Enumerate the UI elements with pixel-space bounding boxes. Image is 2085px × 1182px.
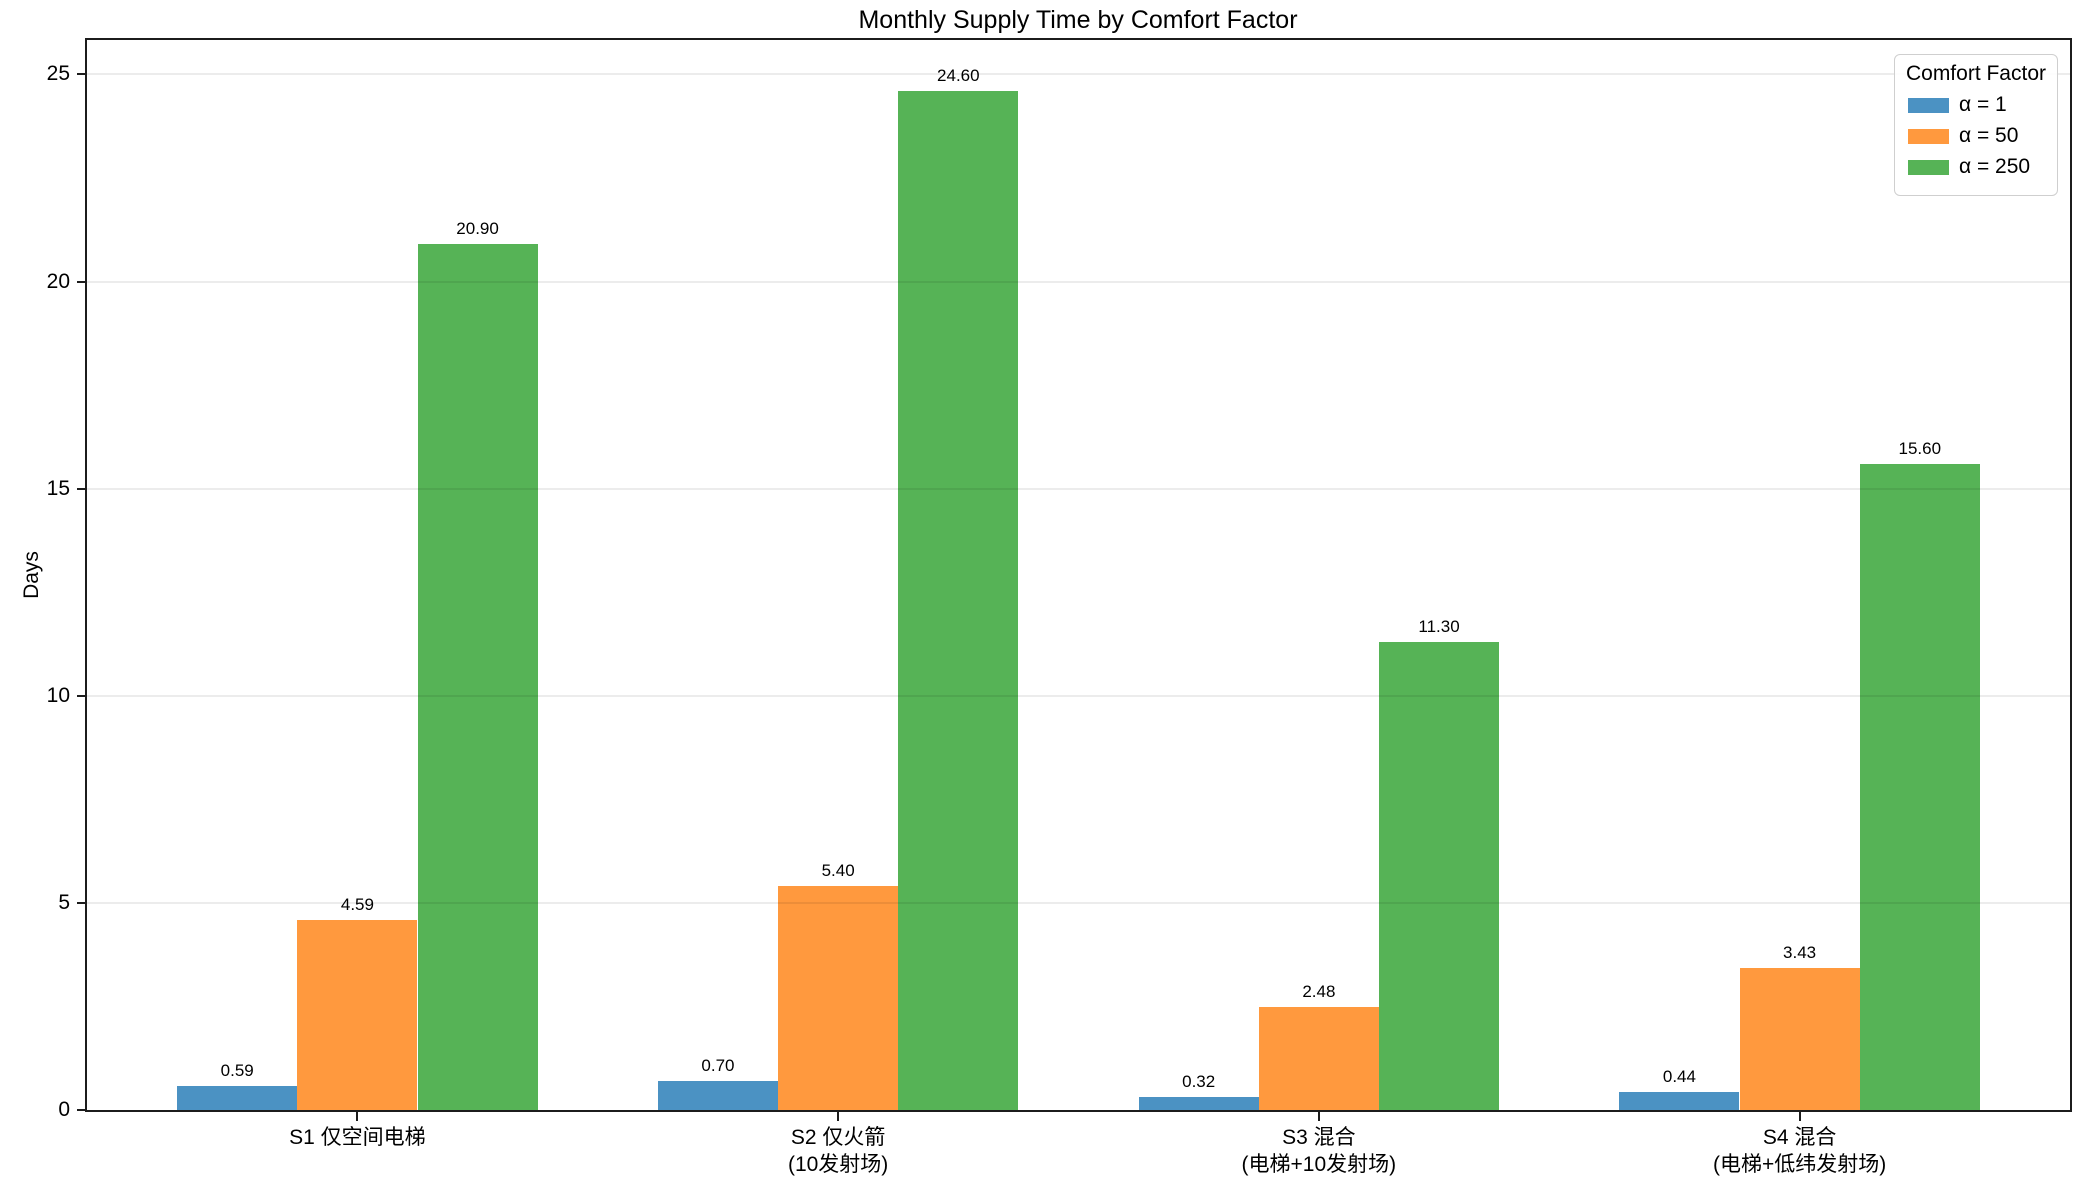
bar-α=1-group2 — [657, 1081, 779, 1110]
y-tick-label: 25 — [46, 62, 70, 86]
y-tick-label: 0 — [58, 1098, 70, 1121]
bar-α=250-group3 — [1378, 641, 1500, 1110]
bar-value-label: 0.59 — [220, 1060, 254, 1080]
legend-item: α = 1 — [1907, 93, 2044, 117]
bar-value-label: 0.32 — [1182, 1071, 1216, 1091]
x-category-label: S3 混合 (电梯+10发射场) — [1241, 1126, 1397, 1176]
legend-swatch-icon — [1907, 128, 1949, 144]
y-axis-label: Days — [19, 551, 43, 599]
bar-value-label: 20.90 — [456, 219, 499, 239]
legend-item: α = 250 — [1907, 155, 2044, 179]
bar-value-label: 24.60 — [937, 65, 980, 85]
plot-area: 0.59 0.70 0.32 0.44 4.59 5.40 2.48 3.43 20.90 24.… — [85, 38, 2072, 1112]
bar-α=50-group1 — [297, 919, 418, 1110]
legend-label: α = 50 — [1958, 124, 2019, 147]
bar-α=250-group1 — [417, 244, 538, 1110]
y-tick-mark — [77, 280, 85, 283]
y-tick-label: 15 — [46, 476, 70, 500]
bar-value-label: 15.60 — [1898, 438, 1942, 458]
bar-α=50-group4 — [1739, 967, 1860, 1110]
legend-item: α = 50 — [1907, 124, 2044, 148]
x-tick-mark — [837, 1112, 840, 1121]
bar-value-label: 0.70 — [701, 1056, 735, 1076]
y-tick-label: 5 — [58, 890, 70, 914]
x-category-label: S1 仅空间电梯 — [289, 1126, 426, 1149]
gridline-y25 — [87, 73, 2070, 76]
y-tick-label: 20 — [46, 269, 70, 293]
bar-α=1-group3 — [1138, 1096, 1259, 1110]
y-tick-mark — [77, 1109, 85, 1111]
bar-value-label: 2.48 — [1302, 982, 1336, 1002]
y-tick-label: 10 — [46, 683, 70, 707]
y-tick-mark — [77, 487, 85, 490]
bar-α=250-group2 — [898, 90, 1019, 1110]
y-tick-mark — [77, 694, 85, 697]
legend-items: α = 1 α = 50 α = 250 — [1906, 93, 2046, 179]
gridline-y20 — [87, 280, 2070, 283]
legend-swatch-icon — [1907, 159, 1949, 175]
chart-title: Monthly Supply Time by Comfort Factor — [858, 6, 1298, 34]
bar-α=1-group1 — [177, 1085, 298, 1110]
x-category-label: S2 仅火箭 (10发射场) — [787, 1126, 889, 1176]
bar-value-label: 4.59 — [340, 894, 374, 914]
gridline-y15 — [87, 487, 2070, 490]
x-tick-mark — [1317, 1112, 1320, 1121]
x-category-label: S4 混合 (电梯+低纬发射场) — [1712, 1126, 1887, 1176]
legend-label: α = 250 — [1958, 155, 2031, 178]
bar-value-label: 3.43 — [1783, 942, 1817, 962]
legend: Comfort Factor α = 1 α = 50 α = 250 — [1893, 54, 2058, 196]
bar-value-label: 11.30 — [1418, 616, 1460, 636]
y-tick-mark — [77, 901, 85, 904]
bar-value-label: 5.40 — [821, 861, 855, 881]
y-tick-mark — [77, 73, 85, 76]
x-tick-mark — [356, 1112, 359, 1121]
gridline-y5 — [87, 901, 2070, 904]
legend-swatch-icon — [1907, 97, 1949, 113]
x-tick-mark — [1798, 1112, 1801, 1121]
legend-title: Comfort Factor — [1905, 62, 2046, 85]
bar-α=1-group4 — [1619, 1091, 1740, 1110]
gridline-y10 — [87, 694, 2070, 697]
bar-α=50-group3 — [1258, 1007, 1379, 1110]
legend-label: α = 1 — [1958, 93, 2007, 116]
bar-α=50-group2 — [778, 886, 899, 1110]
bar-value-label: 0.44 — [1662, 1066, 1696, 1086]
bar-α=250-group4 — [1859, 463, 1980, 1110]
